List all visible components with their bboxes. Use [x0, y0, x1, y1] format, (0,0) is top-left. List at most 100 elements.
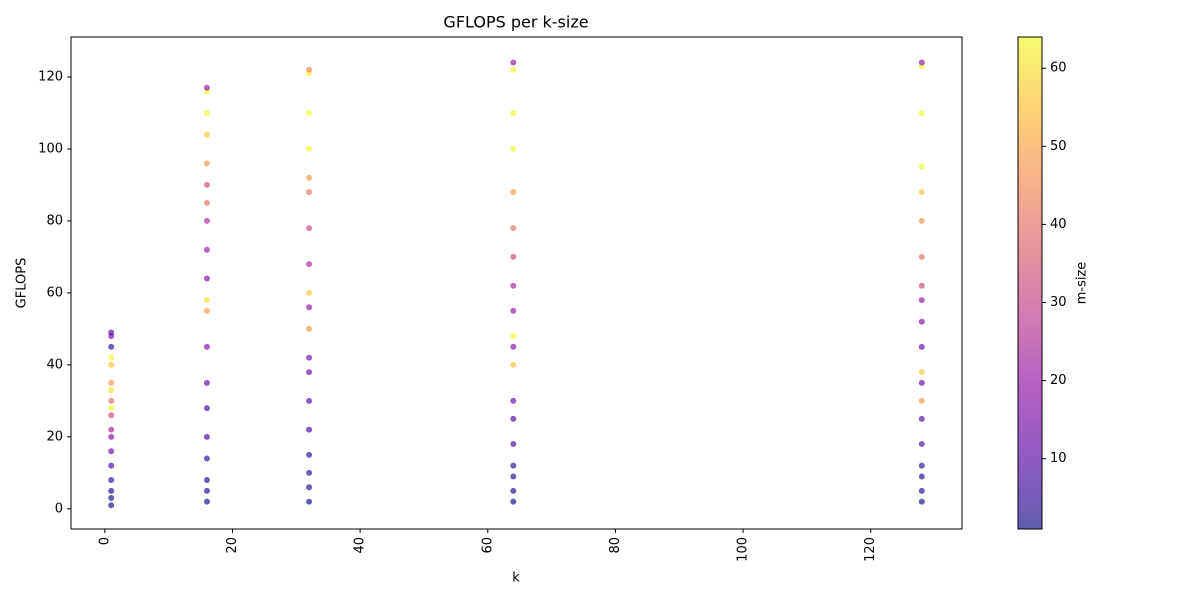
point [203, 160, 210, 167]
point [108, 354, 115, 361]
y-axis-label: GFLOPS [15, 258, 30, 309]
point [203, 181, 210, 188]
point [918, 462, 925, 469]
point [510, 462, 517, 469]
colorbar-tick-label: 20 [1050, 373, 1067, 388]
point [203, 405, 210, 412]
point [108, 426, 115, 433]
y-tick-label: 0 [55, 501, 63, 516]
point [108, 448, 115, 455]
point [510, 225, 517, 232]
point [306, 484, 313, 491]
point [918, 369, 925, 376]
point [108, 361, 115, 368]
point [918, 253, 925, 260]
point [918, 318, 925, 325]
point [306, 304, 313, 311]
point [510, 487, 517, 494]
point [918, 415, 925, 422]
colorbar-label: m-size [1075, 262, 1090, 305]
point [203, 199, 210, 206]
x-tick-label: 60 [480, 537, 495, 554]
x-tick-label: 40 [353, 537, 368, 554]
point [510, 498, 517, 505]
point [918, 109, 925, 116]
x-tick-label: 20 [225, 537, 240, 554]
point [510, 397, 517, 404]
colorbar-tick-label: 50 [1050, 139, 1067, 154]
point [203, 297, 210, 304]
point [306, 66, 313, 73]
point [203, 455, 210, 462]
x-tick-label: 120 [863, 537, 878, 562]
point [510, 415, 517, 422]
point [918, 217, 925, 224]
point [108, 477, 115, 484]
point [203, 84, 210, 91]
y-tick-label: 120 [38, 69, 63, 84]
x-tick-label: 100 [736, 537, 751, 562]
point [918, 189, 925, 196]
point [203, 498, 210, 505]
x-axis-label: k [512, 571, 520, 586]
y-tick-label: 100 [38, 141, 63, 156]
point [306, 225, 313, 232]
point [108, 329, 115, 336]
point [306, 109, 313, 116]
point [918, 343, 925, 350]
point [510, 441, 517, 448]
point [510, 109, 517, 116]
point [203, 246, 210, 253]
point [510, 59, 517, 66]
point [203, 477, 210, 484]
point [306, 451, 313, 458]
point [203, 379, 210, 386]
colorbar-tick-label: 30 [1050, 295, 1067, 310]
point [108, 397, 115, 404]
point [203, 275, 210, 282]
point [108, 412, 115, 419]
point [918, 59, 925, 66]
point [510, 189, 517, 196]
point [203, 343, 210, 350]
point [108, 379, 115, 386]
point [510, 333, 517, 340]
point [306, 369, 313, 376]
point [108, 343, 115, 350]
point [203, 307, 210, 314]
point [306, 325, 313, 332]
point [306, 498, 313, 505]
point [510, 145, 517, 152]
point [306, 469, 313, 476]
point [510, 343, 517, 350]
point [510, 361, 517, 368]
point [918, 163, 925, 170]
point [510, 307, 517, 314]
point [510, 473, 517, 480]
point [510, 282, 517, 289]
point [108, 405, 115, 412]
y-tick-label: 60 [46, 285, 63, 300]
point [918, 441, 925, 448]
point [306, 289, 313, 296]
point [108, 433, 115, 440]
point [203, 487, 210, 494]
point [510, 66, 517, 73]
point [203, 109, 210, 116]
point [918, 473, 925, 480]
colorbar-tick-label: 40 [1050, 217, 1067, 232]
x-tick-label: 80 [608, 537, 623, 554]
colorbar-tick-label: 60 [1050, 61, 1067, 76]
point [203, 433, 210, 440]
x-tick-label: 0 [97, 537, 112, 545]
point [203, 131, 210, 138]
point [918, 282, 925, 289]
point [510, 253, 517, 260]
chart-title: GFLOPS per k-size [443, 13, 588, 32]
point [918, 397, 925, 404]
point [306, 397, 313, 404]
colorbar-tick-label: 10 [1050, 451, 1067, 466]
point [306, 426, 313, 433]
point [203, 217, 210, 224]
point [108, 502, 115, 509]
